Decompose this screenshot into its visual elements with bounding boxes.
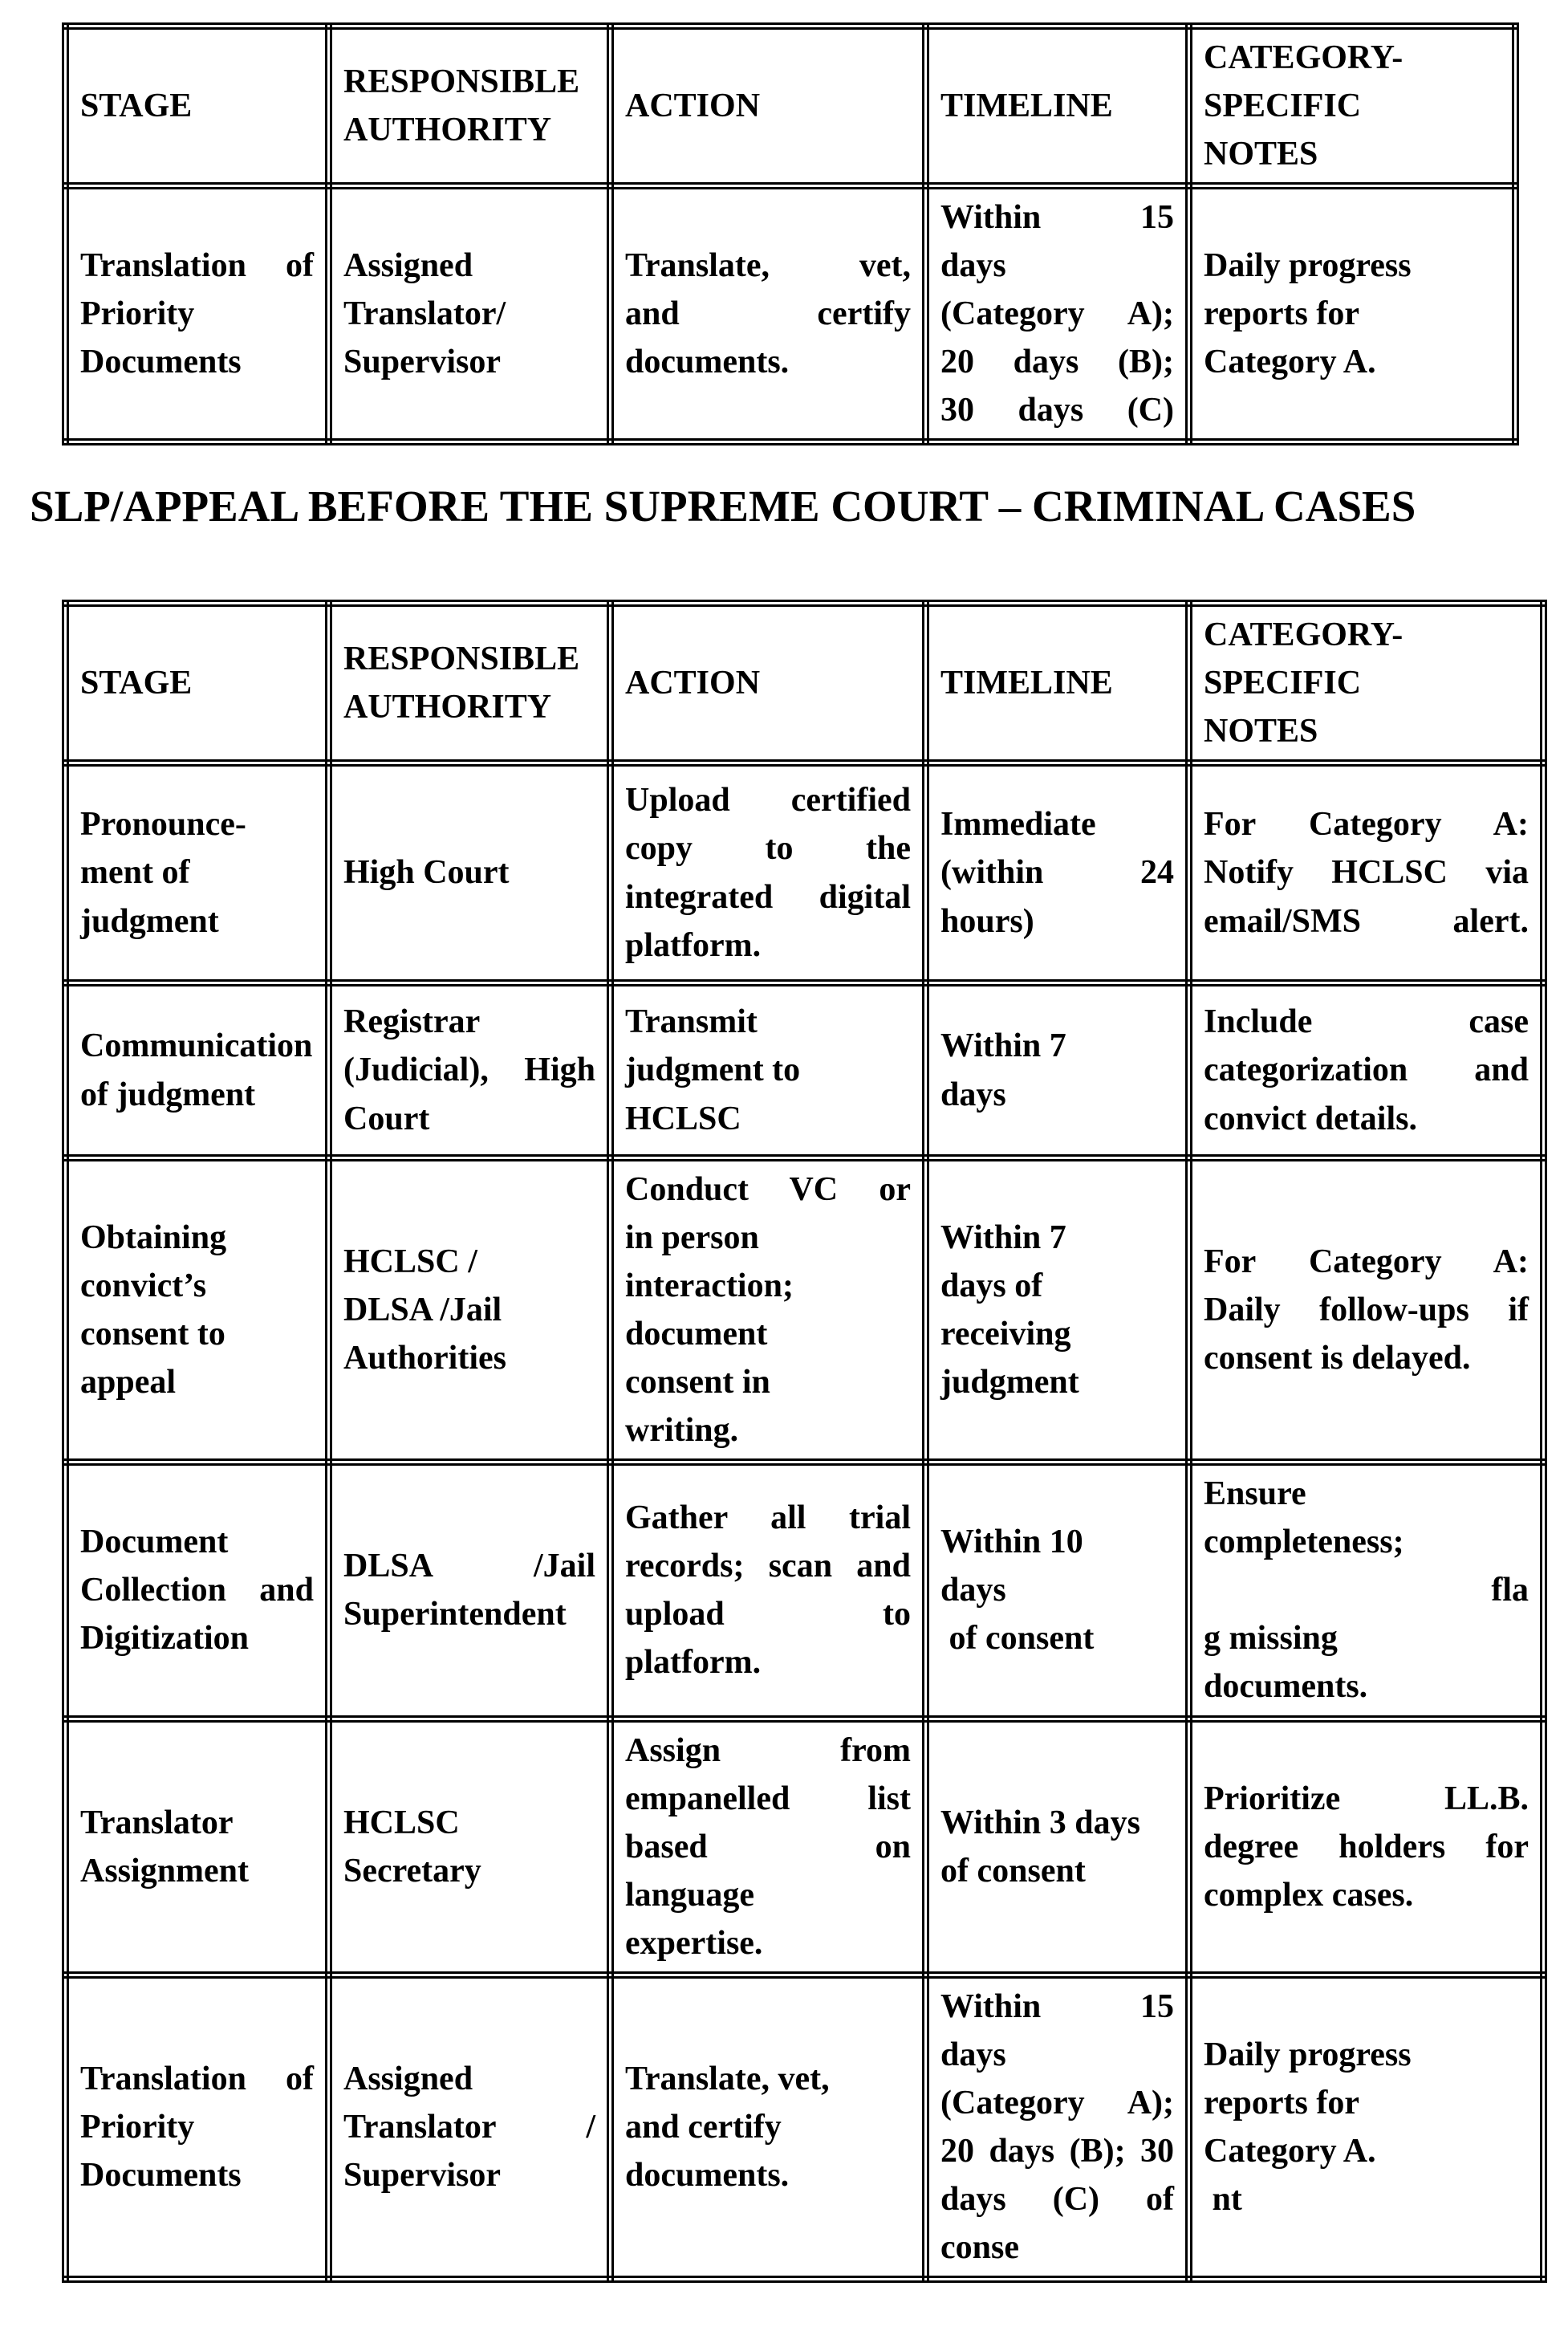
cell-action: Assign from empanelled list based on langua…	[607, 1715, 929, 1979]
cell-stage: Translator Assignment	[62, 1715, 332, 1979]
header-action: ACTION	[607, 22, 929, 190]
cell-action: Conduct VC or in person interaction; docum…	[607, 1154, 929, 1467]
cell-authority: Registrar (Judicial), High Court	[325, 979, 614, 1162]
cell-timeline: Within 7 days	[922, 979, 1192, 1162]
header-category-notes: CATEGORY- SPECIFIC NOTES	[1185, 22, 1519, 190]
cell-authority: Assigned Translator / Supervisor	[325, 1971, 614, 2284]
cell-timeline: Within 7 days of receiving judgment	[922, 1154, 1192, 1467]
cell-notes-left: complex cases.	[1204, 1876, 1414, 1914]
cell-stage: Obtaining convict’s consent to appeal	[62, 1154, 332, 1467]
cell-notes: For Category A: Notify HCLSC via email/SMS…	[1185, 759, 1547, 987]
cell-notes-left: consent is delayed.	[1204, 1340, 1471, 1377]
cell-notes-justified: Include case categorization and	[1204, 1003, 1529, 1089]
cell-stage: Pronounce-ment of judgment	[62, 759, 332, 987]
cell-notes: Prioritize LL.B. degree holders for compl…	[1185, 1715, 1547, 1979]
table-row-digitization: Document Collection and Digitization DLSA …	[62, 1458, 1547, 1723]
cell-action: Upload certified copy to the integrated di…	[607, 759, 929, 987]
priority-translation-table: STAGE RESPONSIBLE AUTHORITY ACTION TIMELI…	[62, 22, 1519, 446]
cell-notes-left: convict details.	[1204, 1100, 1417, 1137]
header-stage: STAGE	[62, 599, 332, 767]
cell-action: Gather all trial records; scan and upload …	[607, 1458, 929, 1723]
cell-stage: Translation of Priority Documents	[62, 182, 332, 446]
cell-notes: Include case categorization and convict d…	[1185, 979, 1547, 1162]
cell-notes-justified: Prioritize LL.B. degree holders for	[1204, 1780, 1529, 1865]
cell-stage: Communication of judgment	[62, 979, 332, 1162]
header-responsible-authority: RESPONSIBLE AUTHORITY	[325, 22, 614, 190]
cell-timeline: Within 10 days of consent	[922, 1458, 1192, 1723]
cell-notes-left: Ensure completeness;	[1204, 1475, 1404, 1561]
table-header-row: STAGE RESPONSIBLE AUTHORITY ACTION TIMELI…	[62, 599, 1547, 767]
cell-stage: Document Collection and Digitization	[62, 1458, 332, 1723]
table-row-pronouncement: Pronounce-ment of judgment High Court Upl…	[62, 759, 1547, 987]
cell-notes-tail-fragment: nt	[1204, 2180, 1242, 2218]
table-row-translation: Translation of Priority Documents Assigned…	[62, 1971, 1547, 2284]
cell-notes-left: g missing documents.	[1204, 1620, 1368, 1706]
cell-timeline: Immediate (within 24 hours)	[922, 759, 1192, 987]
table-header-row: STAGE RESPONSIBLE AUTHORITY ACTION TIMELI…	[62, 22, 1519, 190]
cell-notes: Daily progress reports for Category A.	[1185, 182, 1519, 446]
cell-timeline: Within 3 days of consent	[922, 1715, 1192, 1979]
cell-notes: For Category A: Daily follow-ups if conse…	[1185, 1154, 1547, 1467]
cell-authority: Assigned Translator/Supervisor	[325, 182, 614, 446]
cell-action: Translate, vet, and certify documents.	[607, 182, 929, 446]
cell-authority: High Court	[325, 759, 614, 987]
slp-appeal-criminal-table: STAGE RESPONSIBLE AUTHORITY ACTION TIMELI…	[62, 599, 1547, 2284]
cell-notes: Ensure completeness; fla g missing documen…	[1185, 1458, 1547, 1723]
cell-timeline: Within 15 days (Category A); 20 days (B); 30…	[922, 182, 1192, 446]
table-row-consent: Obtaining convict’s consent to appeal HCLSC…	[62, 1154, 1547, 1467]
header-category-notes: CATEGORY- SPECIFIC NOTES	[1185, 599, 1547, 767]
cell-timeline: Within 15 days (Category A); 20 days (B); 3…	[922, 1971, 1192, 2284]
cell-action-left: in person interaction; document consent in w…	[625, 1219, 794, 1450]
header-responsible-authority: RESPONSIBLE AUTHORITY	[325, 599, 614, 767]
header-timeline: TIMELINE	[922, 599, 1192, 767]
cell-notes-justified: For Category A: Daily follow-ups if	[1204, 1243, 1529, 1329]
cell-action-justified: Conduct VC or	[625, 1171, 911, 1209]
cell-stage: Translation of Priority Documents	[62, 1971, 332, 2284]
table-row-translator-assignment: Translator Assignment HCLSC Secretary Assi…	[62, 1715, 1547, 1979]
table-row-communication: Communication of judgment Registrar (Judic…	[62, 979, 1547, 1162]
cell-authority: HCLSC / DLSA /Jail Authorities	[325, 1154, 614, 1467]
header-action: ACTION	[607, 599, 929, 767]
header-stage: STAGE	[62, 22, 332, 190]
cell-authority: HCLSC Secretary	[325, 1715, 614, 1979]
section-heading: SLP/APPEAL BEFORE THE SUPREME COURT – CR…	[30, 482, 1416, 531]
cell-notes-left: Daily progress reports for Category A.	[1204, 2036, 1412, 2170]
header-timeline: TIMELINE	[922, 22, 1192, 190]
table-row: Translation of Priority Documents Assigned…	[62, 182, 1519, 446]
cell-notes: Daily progress reports for Category A. nt	[1185, 1971, 1547, 2284]
cell-action: Transmit judgment to HCLSC	[607, 979, 929, 1162]
cell-action: Translate, vet, and certify documents.	[607, 1971, 929, 2284]
cell-notes-right-fragment: fla	[1491, 1572, 1529, 1609]
cell-authority: DLSA /Jail Superintendent	[325, 1458, 614, 1723]
